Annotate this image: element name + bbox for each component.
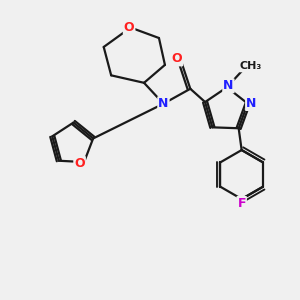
Text: N: N bbox=[246, 97, 256, 110]
Text: CH₃: CH₃ bbox=[240, 61, 262, 71]
Text: O: O bbox=[74, 157, 85, 170]
Text: O: O bbox=[172, 52, 182, 65]
Text: N: N bbox=[223, 79, 234, 92]
Text: N: N bbox=[158, 97, 169, 110]
Text: F: F bbox=[237, 197, 246, 210]
Text: O: O bbox=[124, 21, 134, 34]
